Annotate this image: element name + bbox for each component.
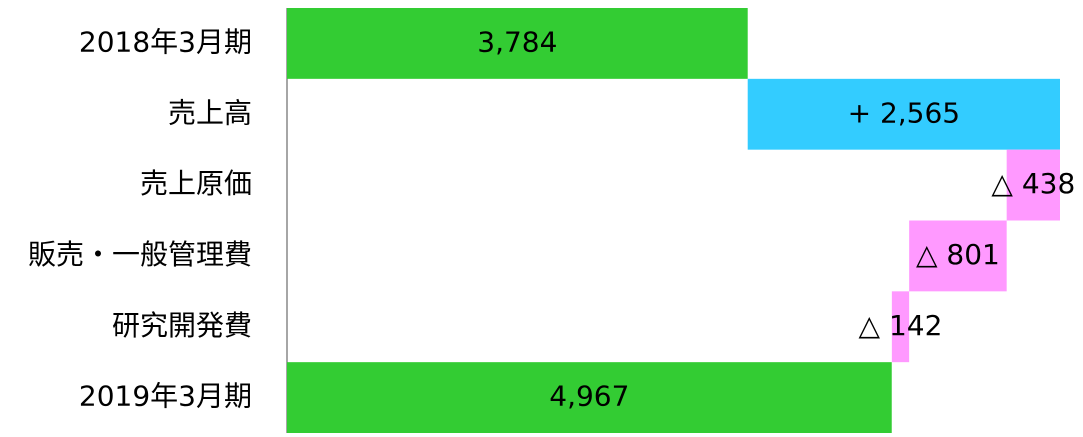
category-label: 2018年3月期 bbox=[79, 25, 252, 58]
category-label: 売上原価 bbox=[140, 167, 252, 200]
bar bbox=[287, 8, 748, 79]
category-label: 2019年3月期 bbox=[79, 380, 252, 413]
bar bbox=[909, 220, 1007, 292]
bar bbox=[891, 291, 910, 363]
value-label: 3,784 bbox=[477, 25, 557, 58]
value-label: 4,967 bbox=[549, 380, 629, 413]
value-label: △ 438 bbox=[991, 167, 1075, 200]
value-label: + 2,565 bbox=[848, 96, 961, 129]
bar bbox=[1006, 149, 1060, 221]
bar bbox=[747, 78, 1060, 150]
category-label: 売上高 bbox=[168, 96, 252, 129]
category-label: 販売・一般管理費 bbox=[28, 238, 252, 271]
bar bbox=[287, 362, 892, 433]
value-label: △ 801 bbox=[916, 238, 1000, 271]
value-label: △ 142 bbox=[859, 309, 943, 342]
category-label: 研究開発費 bbox=[112, 309, 252, 342]
